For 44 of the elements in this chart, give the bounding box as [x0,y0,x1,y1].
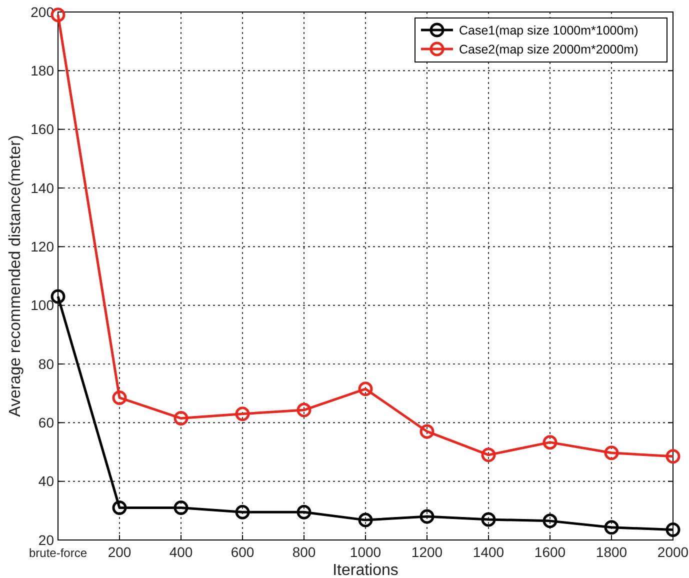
point [666,522,680,537]
x-axis-title: Iterations [332,562,398,578]
x-tick-label: 800 [292,544,316,560]
point [604,520,619,535]
y-axis-title: Average recommended distance(meter) [7,135,24,417]
y-tick-label: 120 [30,238,54,255]
point [542,514,558,528]
y-tick-label: 60 [38,414,54,431]
legend-label: Case1(map size 1000m*1000m) [459,23,638,38]
point [420,424,434,439]
y-tick-label: 180 [30,62,54,79]
y-tick-label: 160 [30,121,54,138]
y-tick-label: 140 [30,180,54,196]
point [358,382,373,396]
point [420,509,434,524]
point [296,402,312,418]
x-tick-label: 1800 [596,544,628,560]
legend-label: Case2(map size 2000m*2000m) [459,42,638,56]
x-tick-label: 1600 [534,544,566,560]
x-tick-label: 1400 [472,544,504,560]
point [604,446,619,460]
x-tick-label: 1000 [350,544,382,560]
y-tick-label: 100 [30,297,54,314]
point [235,406,250,422]
y-tick-label: 20 [38,532,54,548]
point [542,435,558,450]
x-tick-label: 600 [230,544,254,560]
y-tick-label: 80 [38,356,54,372]
point [174,500,188,515]
point [481,448,496,462]
x-tick-label: 2000 [657,544,689,560]
x-tick-label: 200 [108,544,132,560]
point [358,512,373,528]
point [174,411,188,426]
point [481,512,496,527]
point [235,504,250,520]
point [112,500,127,515]
point [296,504,312,520]
x-tick-label: 1200 [411,544,443,560]
y-tick-label: 40 [38,473,54,490]
point [666,449,680,464]
x-tick-label: 400 [169,544,193,560]
x-tick-label: brute-force [28,546,88,560]
point [112,390,127,405]
